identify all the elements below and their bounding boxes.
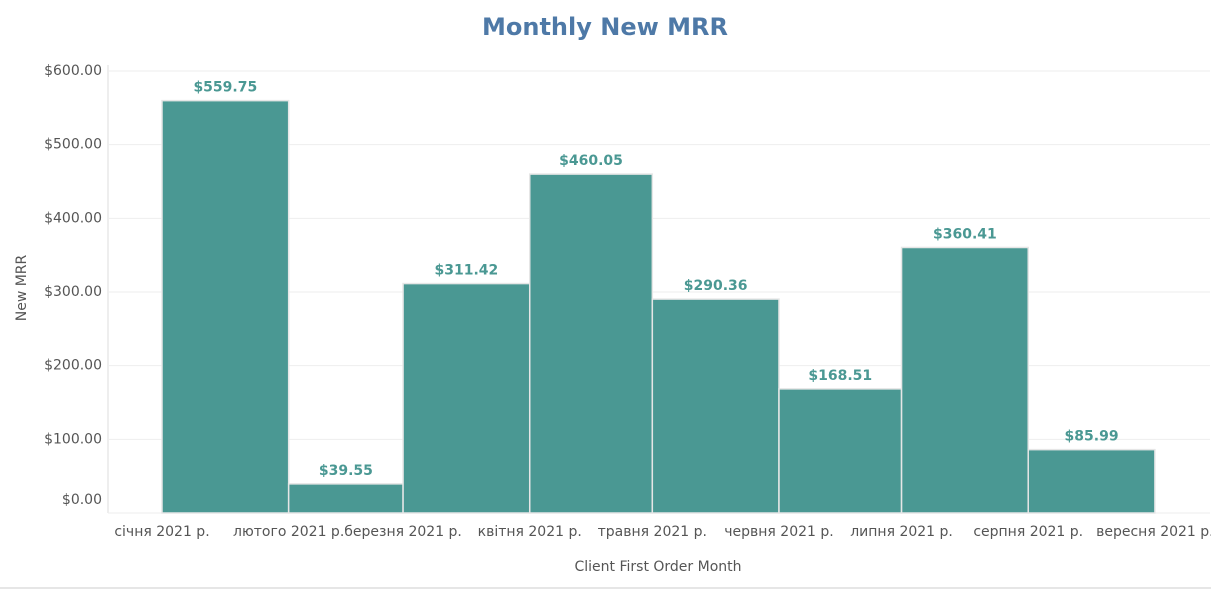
value-label: $39.55	[319, 463, 373, 479]
chart-title: Monthly New MRR	[482, 13, 728, 41]
bar	[161, 99, 290, 514]
x-tick-label: лютого 2021 р.	[233, 524, 344, 540]
x-tick-label: червня 2021 р.	[724, 524, 833, 540]
x-tick-label: квітня 2021 р.	[478, 524, 582, 540]
value-label: $168.51	[808, 368, 872, 384]
x-tick-label: травня 2021 р.	[598, 524, 707, 540]
y-tick-label: $100.00	[44, 431, 102, 447]
x-tick-label: серпня 2021 р.	[973, 524, 1083, 540]
x-tick-label: липня 2021 р.	[850, 524, 953, 540]
bar	[651, 298, 780, 514]
bar	[402, 282, 531, 514]
value-label: $460.05	[559, 153, 623, 169]
value-label: $311.42	[435, 263, 499, 279]
y-tick-label: $600.00	[44, 63, 102, 79]
y-tick-label: $300.00	[44, 284, 102, 300]
x-tick-label: січня 2021 р.	[114, 524, 209, 540]
y-tick-label: $400.00	[44, 210, 102, 226]
value-label: $559.75	[193, 80, 257, 96]
y-tick-label: $0.00	[62, 492, 102, 508]
bar	[1027, 448, 1156, 514]
x-tick-label: вересня 2021 р.	[1096, 524, 1211, 540]
bar	[778, 388, 903, 514]
bar	[287, 483, 404, 514]
y-tick-label: $500.00	[44, 137, 102, 153]
value-label: $290.36	[684, 278, 748, 294]
value-label: $360.41	[933, 226, 997, 242]
value-label: $85.99	[1065, 429, 1119, 445]
y-tick-label: $200.00	[44, 358, 102, 374]
x-axis-label: Client First Order Month	[574, 559, 741, 575]
bar	[900, 246, 1029, 514]
y-axis-label: New MRR	[14, 254, 30, 321]
x-tick-label: березня 2021 р.	[344, 524, 462, 540]
bar	[528, 173, 654, 514]
